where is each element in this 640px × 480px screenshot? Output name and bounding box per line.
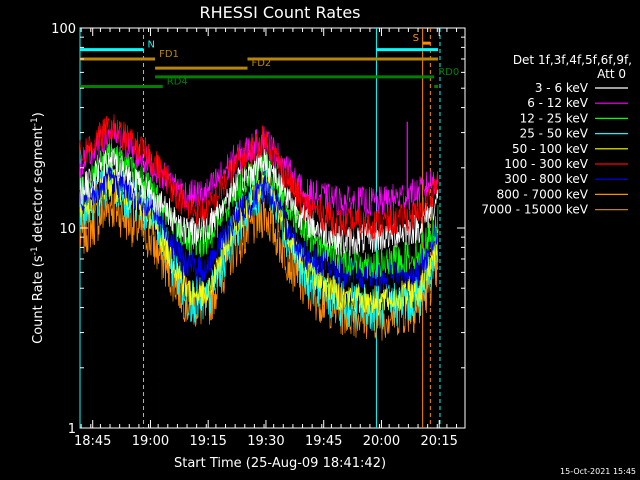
axes: 1 10 100 18:45 19:00 19:15 19:30 19:45 20:00 20:1… [51, 22, 465, 449]
legend-label-1: 6 - 12 keV [527, 96, 589, 110]
state-bar-label-s: S [413, 33, 419, 44]
x-tick-label-6: 20:15 [420, 434, 457, 449]
state-bar-label-fd2: FD2 [251, 58, 271, 69]
x-tick-label-1: 19:00 [132, 434, 169, 449]
legend-label-5: 100 - 300 keV [504, 157, 588, 171]
legend-label-0: 3 - 6 keV [535, 81, 589, 95]
series-line-3 [79, 161, 439, 331]
series-line-5 [79, 114, 439, 240]
x-tick-label-4: 19:45 [305, 434, 342, 449]
legend-label-3: 25 - 50 keV [520, 127, 589, 141]
legend-label-7: 800 - 7000 keV [497, 187, 589, 201]
state-bar-label-fd1: FD1 [159, 49, 179, 60]
legend-label-6: 300 - 800 keV [504, 172, 588, 186]
legend-label-2: 12 - 25 keV [520, 111, 589, 125]
legend-header-line2: Att 0 [597, 67, 626, 81]
legend: Det 1f,3f,4f,5f,6f,9f, Att 0 3 - 6 keV6 … [481, 53, 632, 217]
series-line-4 [79, 169, 439, 316]
series-line-0 [79, 148, 439, 257]
legend-label-4: 50 - 100 keV [512, 142, 589, 156]
x-tick-label-2: 19:15 [189, 434, 226, 449]
chart-title: RHESSI Count Rates [200, 3, 361, 22]
x-tick-label-5: 20:00 [363, 434, 400, 449]
y-tick-label-2: 100 [51, 22, 76, 37]
y-tick-label-0: 1 [68, 422, 76, 437]
legend-label-8: 7000 - 15000 keV [481, 203, 588, 217]
x-tick-label-0: 18:45 [74, 434, 111, 449]
state-bars: N FD1 FD2 RD0 RD4 S [80, 33, 459, 88]
y-tick-label-1: 10 [59, 222, 76, 237]
generation-timestamp: 15-Oct-2021 15:45 [560, 467, 636, 476]
series-line-7 [79, 188, 439, 341]
state-bar-label-n: N [148, 40, 155, 51]
x-tick-label-3: 19:30 [247, 434, 284, 449]
series-line-6 [79, 161, 439, 291]
state-bar-label-rd4: RD4 [167, 76, 188, 87]
y-axis-label: Count Rate (s-1 detector segment-1) [30, 112, 46, 344]
legend-header-line1: Det 1f,3f,4f,5f,6f,9f, [513, 53, 632, 67]
x-axis-label: Start Time (25-Aug-09 18:41:42) [174, 456, 386, 471]
state-bar-label-rd0: RD0 [438, 67, 459, 78]
series-lines [79, 114, 439, 341]
